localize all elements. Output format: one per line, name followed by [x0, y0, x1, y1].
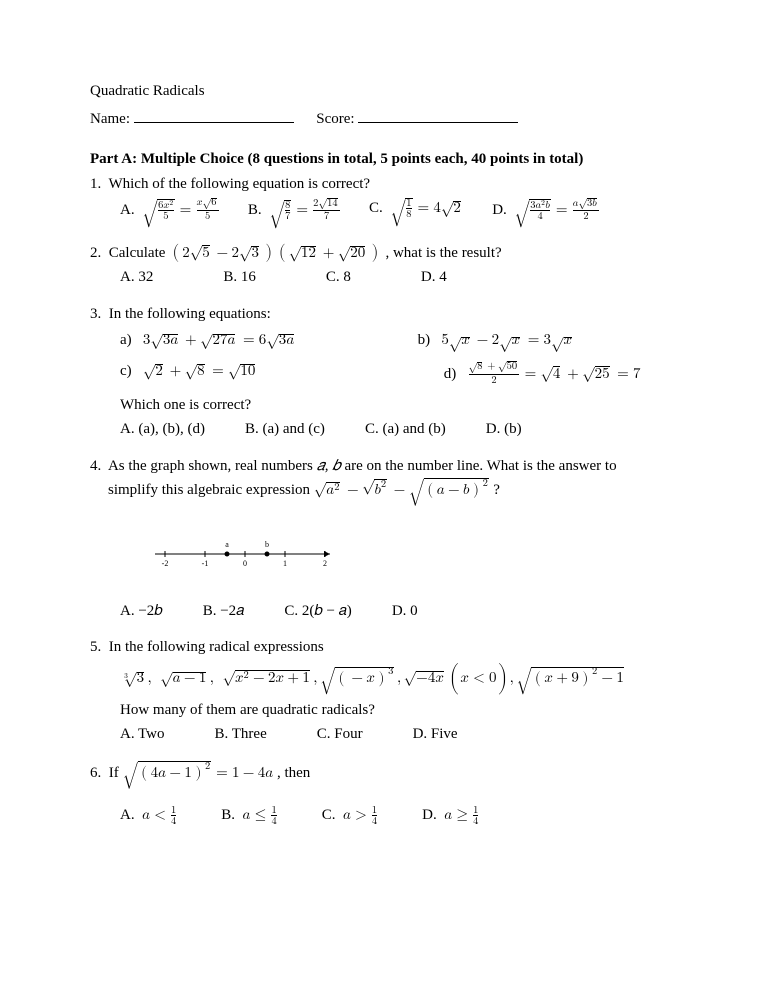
q3-choice-a: A. (a), (b), (d)	[120, 418, 205, 441]
q1-d-label: D.	[492, 202, 507, 218]
score-blank	[358, 107, 518, 123]
q1-choice-a: A. 6x25 = x65	[120, 197, 220, 228]
q4-expr: a2− b2− (a−b)2	[314, 477, 490, 506]
name-label: Name:	[90, 111, 130, 127]
name-blank	[134, 107, 294, 123]
q4-num: 4.	[90, 458, 101, 474]
q6-a-label: A.	[120, 807, 135, 823]
q1-text: Which of the following equation is corre…	[108, 176, 370, 192]
question-2: 2. Calculate (25−23) (12+20) , what is t…	[90, 242, 678, 289]
number-line: -2 -1 0 1 2 a b	[90, 536, 678, 570]
q3-item-d: d) 8+502 =4+25=7	[444, 360, 641, 386]
q1-c-label: C.	[369, 200, 383, 216]
q3-choice-c: C. (a) and (b)	[365, 418, 446, 441]
name-score-line: Name: Score:	[90, 107, 678, 131]
q6-choice-a: A. a<14	[120, 804, 177, 827]
q4-line1-prefix: As the graph shown, real numbers	[108, 458, 317, 474]
q3-choice-d: D. (b)	[486, 418, 522, 441]
q2-choice-c: C. 8	[326, 266, 351, 289]
q3-text: In the following equations:	[109, 306, 271, 322]
q3-item-a: a) 33a+27a=63a	[120, 329, 298, 352]
svg-text:a: a	[225, 540, 229, 549]
svg-text:1: 1	[283, 559, 287, 568]
q5-num: 5.	[90, 639, 101, 655]
q6-choice-b: B. a≤14	[221, 804, 277, 827]
q3-item-c: c) 2+8=10	[120, 360, 259, 386]
q6-d-label: D.	[422, 807, 437, 823]
q6-choice-c: C. a>14	[322, 804, 378, 827]
q1-num: 1.	[90, 176, 101, 192]
q2-suffix: , what is the result?	[385, 245, 501, 261]
q2-choice-d: D. 4	[421, 266, 447, 289]
svg-text:b: b	[265, 540, 269, 549]
question-6: 6. If (4a−1)2 =1−4a , then A. a<14 B. a≤…	[90, 760, 678, 827]
question-5: 5. In the following radical expressions …	[90, 636, 678, 746]
question-3: 3. In the following equations: a) 33a+27…	[90, 303, 678, 441]
q3-which: Which one is correct?	[120, 394, 678, 417]
q4-line1-mid: are on the number line. What is the answ…	[344, 458, 616, 474]
q5-choice-d: D. Five	[413, 723, 458, 746]
q2-expr: (25−23) (12+20)	[169, 244, 382, 263]
q6-suffix: , then	[277, 765, 310, 781]
q4-ab: 𝑎, 𝑏	[317, 458, 341, 474]
q6-expr: (4a−1)2 =1−4a	[123, 760, 274, 789]
q1-choice-b: B. 87= 2147	[248, 197, 341, 228]
q4-line2-suffix: ?	[493, 482, 500, 498]
svg-text:-2: -2	[162, 559, 169, 568]
number-line-svg: -2 -1 0 1 2 a b	[150, 536, 340, 570]
svg-text:2: 2	[323, 559, 327, 568]
score-label: Score:	[316, 111, 354, 127]
q1-a-label: A.	[120, 202, 135, 218]
q4-choice-a: A. −2𝑏	[120, 600, 163, 623]
q6-c-label: C.	[322, 807, 336, 823]
q1-choice-c: C. 18=42	[369, 197, 464, 228]
q6-b-label: B.	[221, 807, 235, 823]
q1-choice-d: D. 3a2b4 = a3b2	[492, 197, 600, 228]
title: Quadratic Radicals	[90, 80, 678, 103]
q2-choice-b: B. 16	[223, 266, 256, 289]
q5-text: In the following radical expressions	[109, 639, 324, 655]
q5-how: How many of them are quadratic radicals?	[90, 699, 678, 722]
q2-num: 2.	[90, 245, 101, 261]
q4-line2-prefix: simplify this algebraic expression	[108, 482, 314, 498]
q4-choice-d: D. 0	[392, 600, 418, 623]
q4-choice-b: B. −2𝑎	[203, 600, 245, 623]
q1-b-label: B.	[248, 202, 262, 218]
q6-prefix: If	[109, 765, 123, 781]
q6-num: 6.	[90, 765, 101, 781]
svg-text:0: 0	[243, 559, 247, 568]
q2-prefix: Calculate	[109, 245, 169, 261]
q5-choice-a: A. Two	[120, 723, 165, 746]
q5-choice-b: B. Three	[215, 723, 267, 746]
question-1: 1. Which of the following equation is co…	[90, 173, 678, 228]
q4-choice-c: C. 2(𝑏 − 𝑎)	[284, 600, 352, 623]
part-a-heading: Part A: Multiple Choice (8 questions in …	[90, 148, 678, 171]
q6-choice-d: D. a≥14	[422, 804, 479, 827]
q2-choice-a: A. 32	[120, 266, 153, 289]
question-4: 4. As the graph shown, real numbers 𝑎, 𝑏…	[90, 455, 678, 623]
q5-expr: 33, a−1, x2−2x+1, (−x)3, −4x(x<0), (x+9)…	[120, 663, 625, 695]
q3-choice-b: B. (a) and (c)	[245, 418, 325, 441]
q3-num: 3.	[90, 306, 101, 322]
svg-text:-1: -1	[202, 559, 209, 568]
q3-item-b: b) 5x−2x=3x	[418, 329, 576, 352]
q5-choice-c: C. Four	[317, 723, 363, 746]
